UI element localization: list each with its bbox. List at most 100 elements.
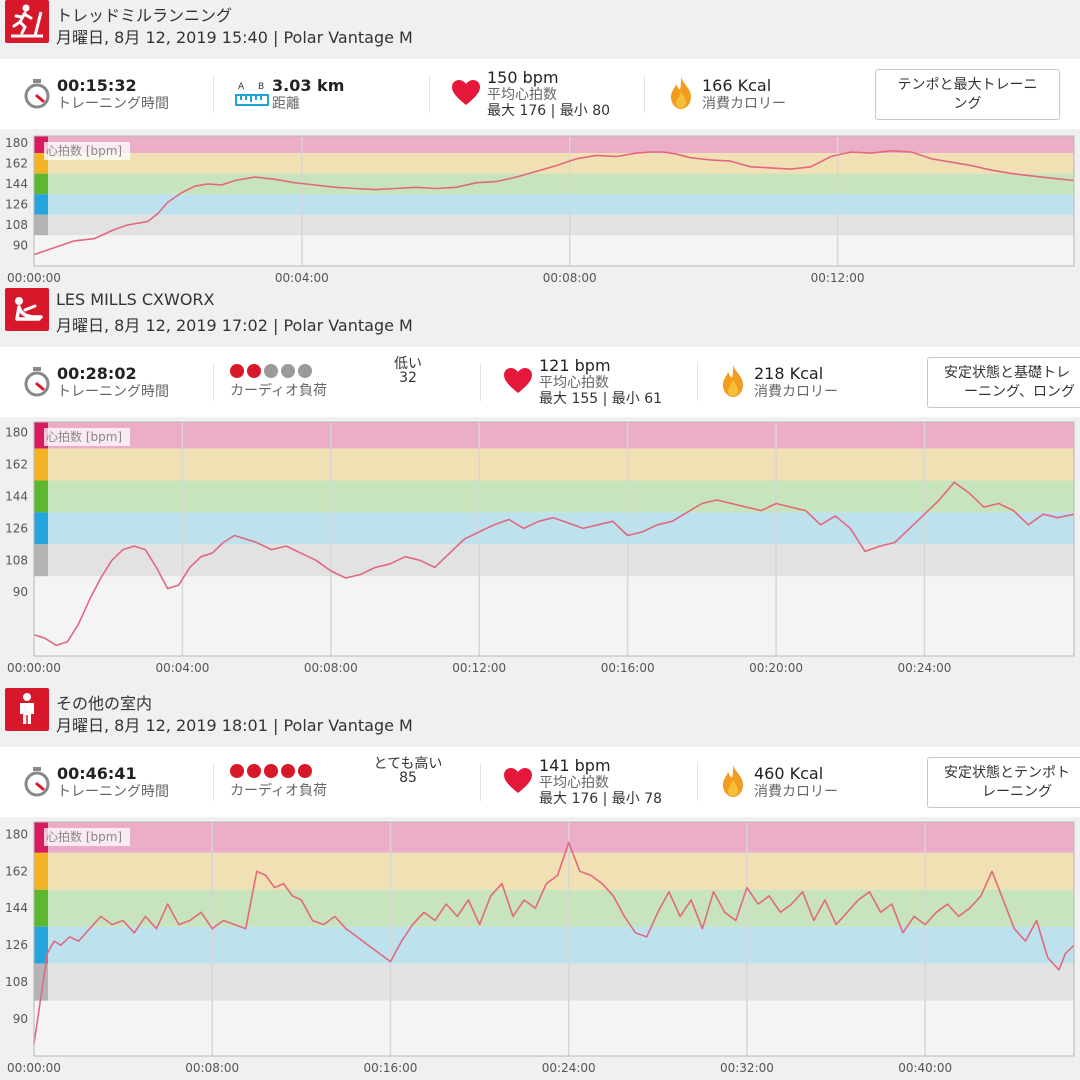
x-tick-label: 00:04:00 bbox=[275, 271, 329, 285]
other-indoor-person-icon bbox=[5, 688, 49, 731]
heart-rate-line bbox=[33, 841, 1075, 1044]
session-header: LES MILLS CXWORX 月曜日, 8月 12, 2019 17:02 … bbox=[0, 288, 1080, 346]
hr-zone-band bbox=[48, 136, 1074, 154]
heart-rate-stat: 121 bpm 平均心拍数 最大 155 | 最小 61 bbox=[502, 347, 692, 417]
hr-zone-band bbox=[48, 173, 1074, 195]
calories-stat: 166 Kcal 消費カロリー bbox=[665, 59, 855, 129]
y-tick-label: 90 bbox=[13, 1012, 28, 1026]
sport-name[interactable]: その他の室内 bbox=[56, 694, 153, 713]
hr-zone-marker bbox=[34, 926, 48, 964]
training-benefit-button[interactable]: 安定状態と基礎トレ ーニング、ロング bbox=[927, 357, 1080, 408]
heart-rate-line bbox=[33, 481, 1075, 647]
sport-name[interactable]: トレッドミルランニング bbox=[56, 6, 233, 25]
y-tick-label: 144 bbox=[5, 489, 28, 503]
x-tick-label: 00:04:00 bbox=[155, 661, 209, 675]
avg-hr-label: 平均心拍数 bbox=[539, 375, 609, 391]
cardio-load-dot bbox=[281, 764, 295, 778]
heart-rate-chart[interactable]: 00:00:00 00:04:00 00:08:00 00:12:00 180 162 14… bbox=[0, 130, 1080, 288]
svg-text:A: A bbox=[238, 82, 245, 92]
avg-hr-value: 141 bpm bbox=[539, 756, 611, 775]
heart-rate-chart[interactable]: 00:00:00 00:04:00 00:08:00 00:12:00 00:16:00… bbox=[0, 418, 1080, 680]
y-axis-label: 心拍数 [bpm] bbox=[46, 143, 122, 158]
divider bbox=[644, 75, 645, 113]
distance-value: 3.03 km bbox=[272, 76, 345, 95]
x-tick-label: 00:12:00 bbox=[452, 661, 506, 675]
divider bbox=[213, 763, 214, 801]
svg-text:B: B bbox=[258, 82, 264, 92]
flame-icon bbox=[723, 365, 743, 397]
cardio-load-label: カーディオ負荷 bbox=[230, 783, 328, 799]
training-benefit-button[interactable]: 安定状態とテンポト レーニング bbox=[927, 757, 1080, 808]
y-tick-label: 144 bbox=[5, 901, 28, 915]
stopwatch-icon bbox=[24, 767, 50, 797]
cardio-load-dot bbox=[298, 364, 312, 378]
cardio-load-dot bbox=[230, 364, 244, 378]
hr-zone-band bbox=[48, 926, 1074, 964]
hr-zone-band bbox=[48, 963, 1074, 1001]
training-benefit-line-1: 安定状態とテンポト bbox=[944, 765, 1070, 781]
hr-zone-marker bbox=[34, 852, 48, 890]
cardio-load-dot bbox=[264, 764, 278, 778]
cardio-load-value: 85 bbox=[399, 770, 417, 786]
calories-stat: 218 Kcal 消費カロリー bbox=[717, 347, 907, 417]
hr-zone-marker bbox=[34, 173, 48, 195]
hr-min-max: 最大 176 | 最小 78 bbox=[539, 791, 663, 807]
training-benefit-button[interactable]: テンポと最大トレーニ ング bbox=[875, 69, 1060, 120]
x-tick-label: 00:08:00 bbox=[543, 271, 597, 285]
x-tick-label: 00:08:00 bbox=[185, 1061, 239, 1075]
y-label-bg bbox=[44, 428, 130, 446]
cardio-load-dots bbox=[230, 763, 315, 782]
session-summary: 00:15:32 トレーニング時間 A B 3.03 km 距離 150 bpm… bbox=[0, 59, 1080, 129]
heart-rate-chart-svg: 00:00:00 00:04:00 00:08:00 00:12:00 00:16:00… bbox=[5, 421, 1075, 675]
plot-border bbox=[33, 821, 1075, 1057]
heart-rate-chart[interactable]: 00:00:00 00:08:00 00:16:00 00:24:00 00:32:00… bbox=[0, 818, 1080, 1080]
x-tick-label: 00:16:00 bbox=[364, 1061, 418, 1075]
cardio-load-level: 低い bbox=[394, 356, 422, 372]
duration-value: 00:28:02 bbox=[57, 364, 137, 383]
avg-hr-value: 121 bpm bbox=[539, 356, 611, 375]
hr-zone-band bbox=[48, 544, 1074, 577]
x-tick-label: 00:16:00 bbox=[601, 661, 655, 675]
cardio-load-dots bbox=[230, 363, 315, 382]
y-tick-label: 108 bbox=[5, 553, 28, 567]
hr-min-max: 最大 155 | 最小 61 bbox=[539, 391, 663, 407]
duration-stat: 00:46:41 トレーニング時間 bbox=[20, 747, 210, 817]
hr-zone-marker bbox=[34, 448, 48, 481]
session-header: トレッドミルランニング 月曜日, 8月 12, 2019 15:40 | Pol… bbox=[0, 0, 1080, 58]
hr-zone-marker bbox=[34, 194, 48, 215]
x-tick-label: 00:00:00 bbox=[7, 271, 61, 285]
divider bbox=[697, 363, 698, 401]
divider bbox=[697, 763, 698, 801]
sport-name[interactable]: LES MILLS CXWORX bbox=[56, 290, 215, 309]
y-tick-label: 126 bbox=[5, 197, 28, 211]
y-tick-label: 126 bbox=[5, 938, 28, 952]
cardio-load-dot bbox=[281, 364, 295, 378]
training-benefit-line-1: 安定状態と基礎トレ bbox=[944, 365, 1070, 381]
calories-label: 消費カロリー bbox=[702, 96, 786, 112]
plot-border bbox=[33, 421, 1075, 657]
y-axis-label: 心拍数 [bpm] bbox=[46, 829, 122, 844]
cardio-load-dot bbox=[264, 364, 278, 378]
avg-hr-label: 平均心拍数 bbox=[539, 775, 609, 791]
training-benefit-line-2: レーニング bbox=[982, 784, 1052, 800]
flame-icon bbox=[723, 765, 743, 797]
cardio-load-stat: カーディオ負荷 低い 32 bbox=[230, 347, 470, 417]
training-benefit-line-1: テンポと最大トレーニ bbox=[897, 77, 1038, 93]
y-label-bg bbox=[44, 142, 130, 160]
hr-zone-band bbox=[48, 822, 1074, 853]
y-tick-label: 90 bbox=[13, 585, 28, 599]
hr-zone-marker bbox=[34, 214, 48, 236]
session-date: 月曜日, 8月 12, 2019 15:40 | Polar Vantage M bbox=[56, 28, 413, 47]
hr-zone-marker bbox=[34, 512, 48, 545]
heart-icon bbox=[452, 80, 480, 105]
hr-zone-band bbox=[48, 448, 1074, 481]
divider bbox=[213, 363, 214, 401]
heart-rate-chart-svg: 00:00:00 00:08:00 00:16:00 00:24:00 00:32:00… bbox=[5, 821, 1075, 1075]
les-mills-cxworx-icon bbox=[5, 288, 49, 331]
y-tick-label: 162 bbox=[5, 156, 28, 170]
duration-label: トレーニング時間 bbox=[57, 96, 169, 112]
hr-zone-band bbox=[48, 852, 1074, 890]
hr-zone-band bbox=[48, 422, 1074, 449]
hr-zone-band bbox=[48, 214, 1074, 236]
heart-rate-chart-svg: 00:00:00 00:04:00 00:08:00 00:12:00 180 162 14… bbox=[5, 135, 1075, 285]
